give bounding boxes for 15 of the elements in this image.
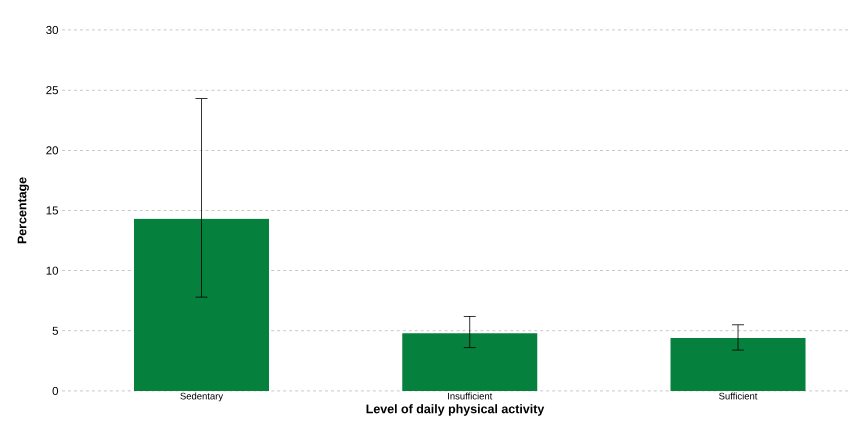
y-tick-label: 10 xyxy=(46,266,58,275)
y-tick-label: 0 xyxy=(52,386,58,396)
y-axis-title: Percentage xyxy=(18,177,29,244)
y-tick-label: 5 xyxy=(52,326,58,335)
bar xyxy=(670,338,806,391)
x-tick-label: Sufficient xyxy=(719,392,758,400)
x-tick-label: Insufficient xyxy=(448,392,492,400)
bar xyxy=(402,333,538,391)
x-axis-title: Level of daily physical activity xyxy=(366,404,544,416)
x-tick-label: Sedentary xyxy=(180,392,224,402)
y-tick-label: 25 xyxy=(46,86,58,94)
y-tick-label: 20 xyxy=(46,146,58,154)
bar xyxy=(134,218,270,391)
y-tick-label: 30 xyxy=(46,26,58,34)
y-tick-label: 15 xyxy=(46,206,58,214)
